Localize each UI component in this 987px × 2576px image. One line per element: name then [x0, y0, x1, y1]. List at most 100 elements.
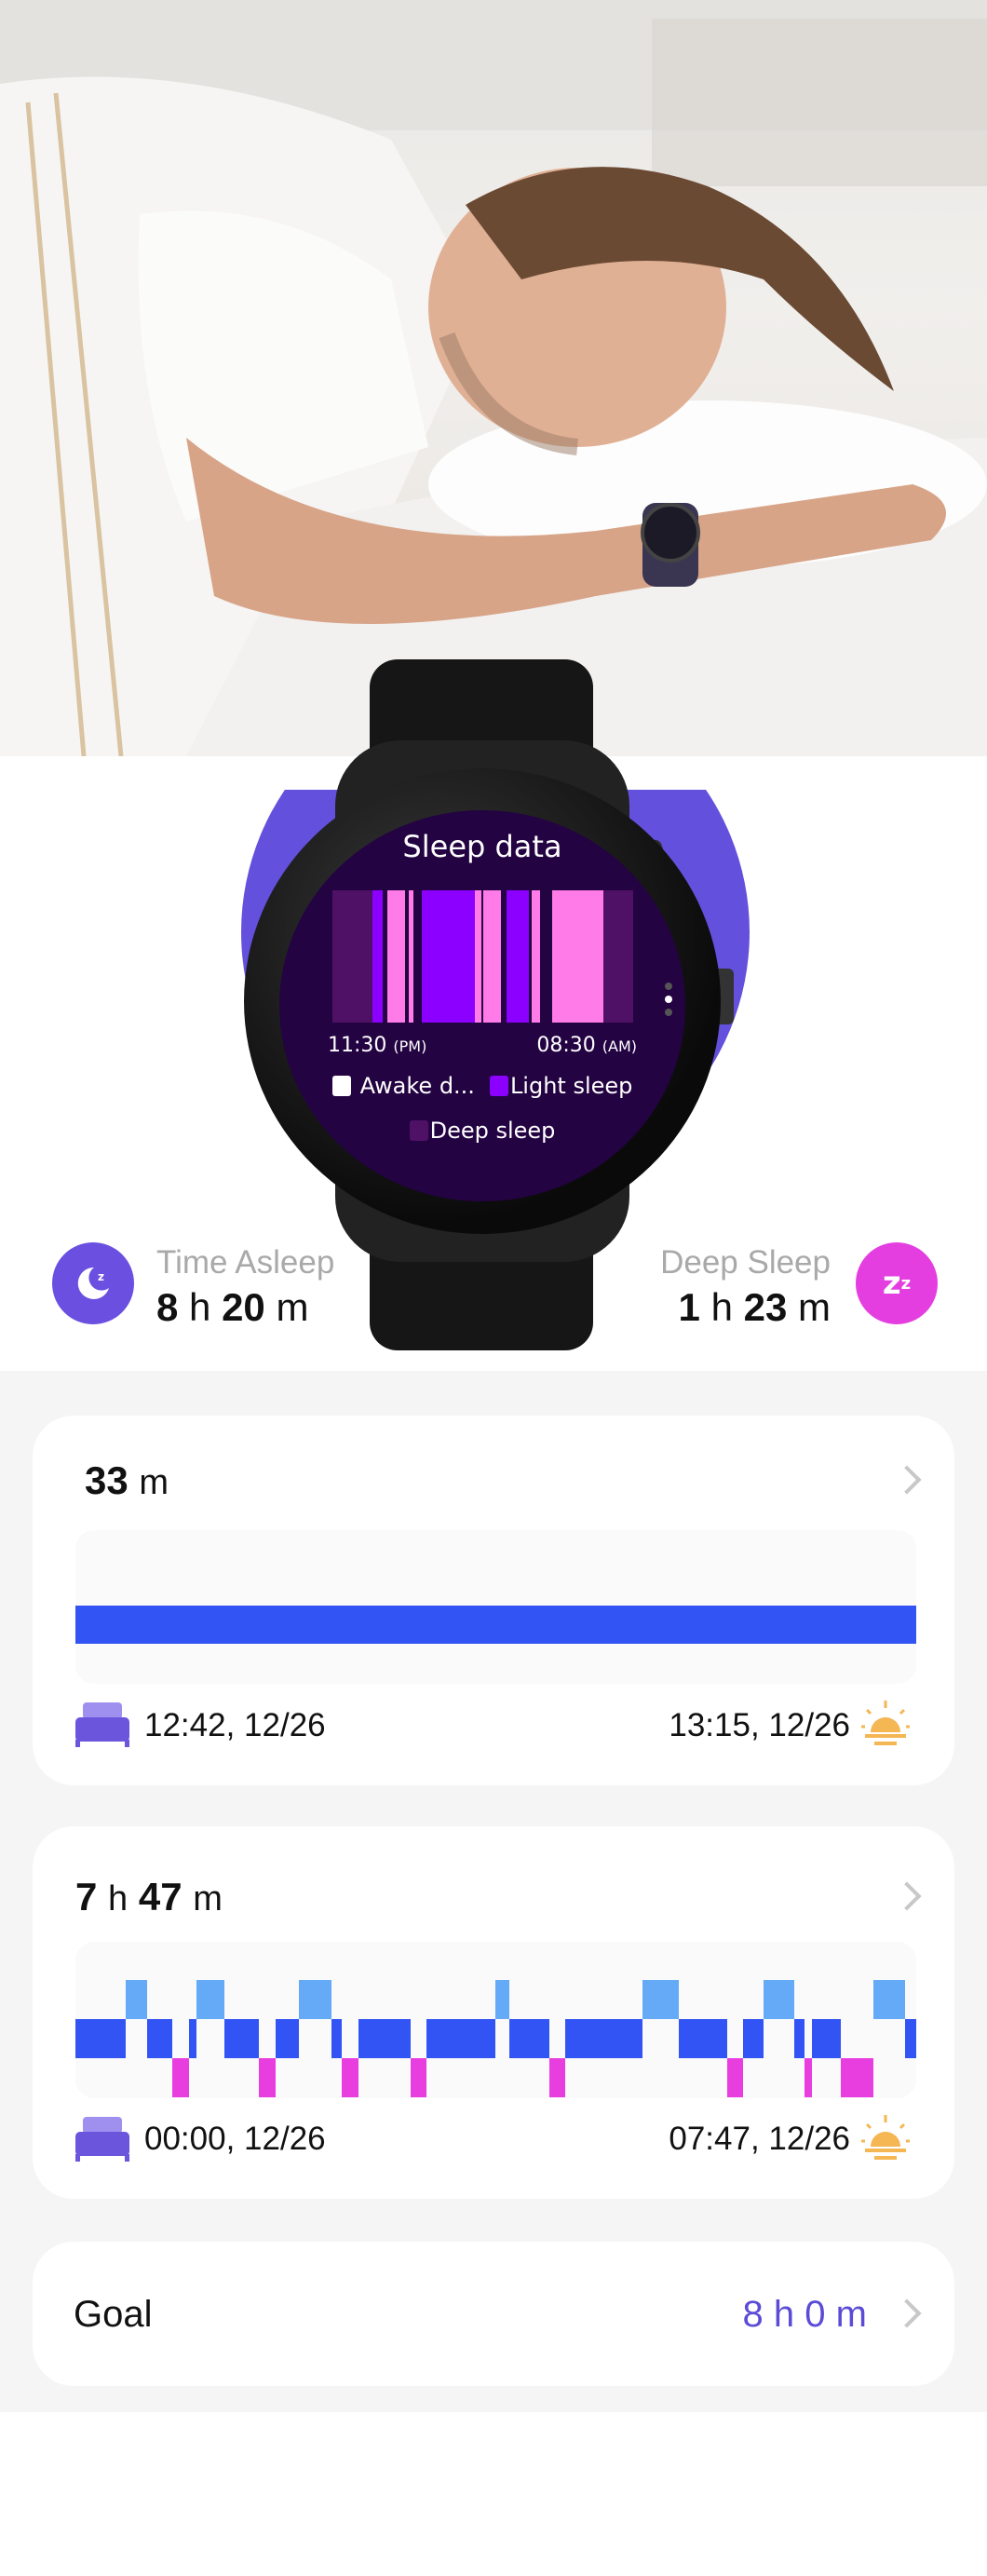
- goal-minutes: 0: [804, 2294, 826, 2335]
- night-hours: 7: [75, 1875, 98, 1918]
- sleep-stage-segment: [678, 2019, 727, 2058]
- watch-screen-title: Sleep data: [402, 829, 562, 864]
- page-dot: [665, 983, 672, 990]
- time-asleep-minutes: 20: [222, 1285, 265, 1329]
- sleep-stage-segment: [358, 2019, 411, 2058]
- legend-awake-label: Awake d...: [359, 1073, 475, 1099]
- legend-light-swatch: [489, 1076, 508, 1096]
- svg-text:z: z: [98, 1270, 104, 1283]
- sleep-stage-segment: [872, 1980, 906, 2019]
- bed-icon: [75, 1702, 129, 1747]
- sleep-stage-segment: [743, 2019, 764, 2058]
- sleep-stage-segment: [793, 2019, 805, 2058]
- minutes-unit: m: [276, 1285, 309, 1329]
- night-duration: 7 h 47 m: [75, 1875, 223, 1919]
- watch-page-dots: [665, 983, 672, 1016]
- minutes-unit: m: [193, 1879, 223, 1918]
- bed-icon: [75, 2117, 129, 2162]
- time-end-suffix: (AM): [602, 1037, 637, 1055]
- minutes-unit: m: [835, 2294, 867, 2335]
- sleep-stage-segment: [642, 1980, 679, 2019]
- sleep-stage-segment: [840, 2058, 873, 2097]
- watch-sleep-bar: [387, 890, 405, 1023]
- night-end-time: 07:47, 12/26: [669, 2121, 850, 2157]
- watch-sleep-bar: [531, 890, 540, 1023]
- sleep-stage-segment: [811, 2019, 841, 2058]
- watch-sleep-bar: [474, 890, 482, 1023]
- deep-sleep-minutes: 23: [743, 1285, 788, 1329]
- time-asleep-hours: 8: [156, 1285, 179, 1329]
- sleep-stage-segment: [147, 2019, 173, 2058]
- sleep-stage-segment: [410, 2058, 427, 2097]
- chevron-right-icon[interactable]: [892, 1465, 922, 1495]
- watch-time-start: 11:30 (PM): [328, 1034, 426, 1057]
- goal-row[interactable]: Goal 8 h 0 m: [33, 2242, 954, 2386]
- nap-end-time: 13:15, 12/26: [669, 1707, 850, 1743]
- time-start-text: 11:30: [328, 1034, 387, 1057]
- nap-card[interactable]: 33 m 12:42, 12/26 13:15, 12/26: [33, 1416, 954, 1785]
- night-minutes: 47: [138, 1875, 183, 1918]
- sleep-stage-segment: [298, 1980, 331, 2019]
- night-start-time: 00:00, 12/26: [144, 2121, 326, 2157]
- watch-sleep-bar: [408, 890, 413, 1023]
- page-dot-active: [665, 996, 672, 1003]
- hours-unit: h: [189, 1285, 211, 1329]
- sleep-stage-segment: [342, 2058, 358, 2097]
- nap-duration: 33 m: [85, 1458, 169, 1503]
- watch-sleep-bar: [421, 890, 475, 1023]
- moon-icon: z: [52, 1242, 134, 1324]
- sleep-stage-segment: [126, 1980, 148, 2019]
- page-dot: [665, 1009, 672, 1016]
- goal-value: 8 h 0 m: [743, 2294, 867, 2336]
- watch-sleep-bars: [332, 890, 633, 1023]
- nap-start-time: 12:42, 12/26: [144, 1707, 326, 1743]
- sleep-stage-segment: [905, 2019, 916, 2058]
- sunrise-icon: [861, 1701, 910, 1745]
- watch-sleep-bar: [602, 890, 633, 1023]
- sleep-stage-segment: [75, 2019, 127, 2058]
- night-sleep-card[interactable]: 7 h 47 m 00:00, 12/26 07:47, 12/26: [33, 1826, 954, 2199]
- sleep-stage-segment: [548, 2058, 565, 2097]
- minutes-unit: m: [798, 1285, 831, 1329]
- legend-awake-swatch: [331, 1076, 351, 1096]
- sleep-stage-segment: [75, 1606, 916, 1644]
- goal-label: Goal: [74, 2294, 153, 2335]
- sleep-stage-segment: [259, 2058, 276, 2097]
- sleep-stage-segment: [564, 2019, 643, 2058]
- watch-sleep-bar: [552, 890, 603, 1023]
- sleeping-man-image: [0, 0, 987, 756]
- watch-time-end: 08:30 (AM): [536, 1034, 637, 1057]
- sleep-stage-segment: [494, 1980, 509, 2019]
- goal-hours: 8: [742, 2294, 764, 2335]
- time-asleep-value: 8 h 20 m: [156, 1285, 308, 1330]
- legend-deep-label: Deep sleep: [429, 1118, 556, 1144]
- smartwatch: Sleep data 11:30 (PM) 08:30 (AM) Awake d…: [0, 652, 987, 1360]
- nap-sleep-chart: [75, 1530, 916, 1684]
- sleep-stage-segment: [763, 1980, 794, 2019]
- sleep-stage-segment: [275, 2019, 299, 2058]
- time-asleep-label: Time Asleep: [156, 1244, 335, 1281]
- watch-legend-row2: Deep sleep: [279, 1118, 685, 1144]
- deep-sleep-value: 1 h 23 m: [679, 1285, 831, 1330]
- sleep-stage-segment: [331, 2019, 343, 2058]
- minutes-unit: m: [139, 1463, 169, 1502]
- sunrise-icon: [861, 2115, 910, 2160]
- deep-sleep-label: Deep Sleep: [660, 1244, 831, 1281]
- chevron-right-icon[interactable]: [892, 1881, 922, 1911]
- watch-sleep-bar: [483, 890, 501, 1023]
- watch-sleep-bar: [372, 890, 383, 1023]
- sleep-stage-segment: [188, 2019, 196, 2058]
- time-start-suffix: (PM): [393, 1037, 427, 1055]
- sleep-stage-segment: [509, 2019, 549, 2058]
- sleep-stage-segment: [196, 1980, 225, 2019]
- watch-screen: Sleep data 11:30 (PM) 08:30 (AM) Awake d…: [279, 810, 685, 1201]
- watch-sleep-bar: [332, 890, 373, 1023]
- hours-unit: h: [108, 1879, 128, 1918]
- hours-unit: h: [710, 1285, 733, 1329]
- watch-legend-row1: Awake d... Light sleep: [279, 1073, 685, 1099]
- night-sleep-chart: [75, 1942, 916, 2098]
- legend-light-label: Light sleep: [509, 1073, 633, 1099]
- chevron-right-icon[interactable]: [892, 2298, 922, 2328]
- sleep-stage-segment: [172, 2058, 189, 2097]
